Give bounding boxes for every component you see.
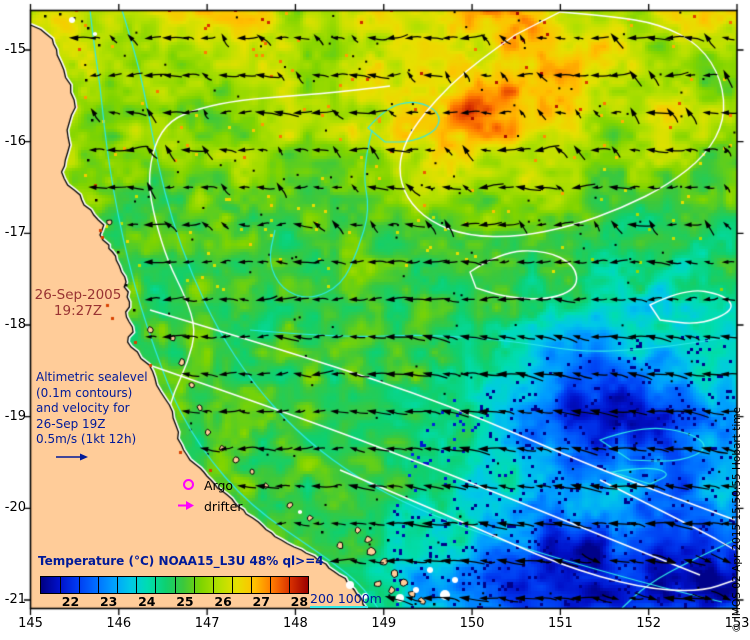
colorbar-tick [288, 577, 290, 593]
colorbar-tick [117, 577, 119, 593]
colorbar-tick [231, 577, 233, 593]
colorbar-tick-label: 24 [138, 594, 156, 609]
colorbar-tick-label: 25 [176, 594, 194, 609]
map-datestamp: 26-Sep-2005 19:27Z [28, 287, 128, 319]
altimetric-annotation: Altimetric sealevel (0.1m contours) and … [36, 370, 148, 448]
colorbar-tick [60, 577, 62, 593]
annotation-line: 26-Sep 19Z [36, 416, 106, 431]
colorbar-tick [174, 577, 176, 593]
colorbar-title: Temperature (°C) NOAA15_L3U 48% ql>=4 [38, 554, 324, 568]
colorbar-tick-label: 27 [252, 594, 270, 609]
colorbar-tick-label: 28 [290, 594, 309, 609]
colorbar-tick [193, 577, 195, 593]
colorbar-tick-label: 26 [214, 594, 232, 609]
argo-marker-icon [183, 479, 194, 490]
annotation-line: Altimetric sealevel [36, 370, 148, 384]
colorbar-tick [79, 577, 81, 593]
colorbar-tick [136, 577, 138, 593]
datestamp-time: 19:27Z [53, 303, 103, 319]
isobath-legend-line [310, 606, 368, 608]
datestamp-date: 26-Sep-2005 [34, 287, 122, 303]
drifter-marker-icon [178, 501, 194, 510]
colorbar-tick [155, 577, 157, 593]
colorbar [40, 576, 309, 594]
velocity-scale-arrow-icon [56, 453, 88, 461]
drifter-label: drifter [204, 499, 243, 514]
colorbar-tick [212, 577, 214, 593]
colorbar-tick [250, 577, 252, 593]
isobath-legend-label: 200 1000m [310, 591, 382, 606]
colorbar-tick-labels: 22 23 24 25 26 27 28 [40, 594, 308, 609]
colorbar-tick-label: 23 [99, 594, 118, 609]
credit-text: © IMOS 02-Apr-2015 15:50:55 Hobart time [731, 407, 743, 633]
colorbar-tick-label: 22 [61, 594, 80, 609]
colorbar-tick [98, 577, 100, 593]
annotation-line: (0.1m contours) [36, 385, 133, 400]
annotation-line: 0.5m/s (1kt 12h) [36, 432, 137, 446]
argo-label: Argo [204, 478, 234, 493]
colorbar-tick [269, 577, 271, 593]
annotation-line: and velocity for [36, 401, 130, 415]
